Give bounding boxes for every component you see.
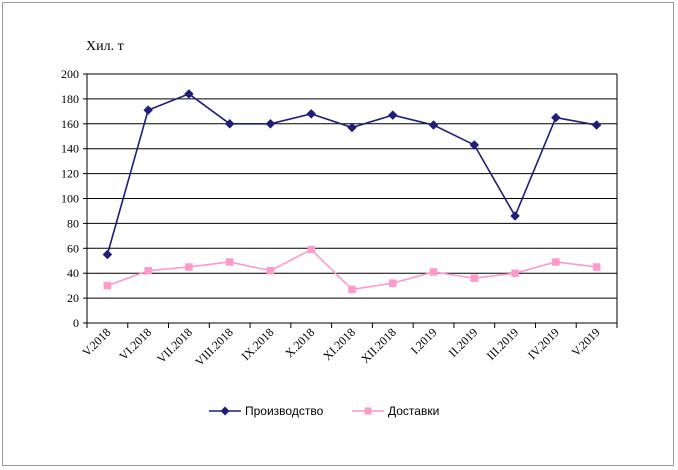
data-point bbox=[347, 122, 357, 133]
x-tick-label: IV.2019 bbox=[525, 325, 562, 362]
y-axis-title: Хил. т bbox=[86, 39, 124, 54]
y-tick-label: 200 bbox=[61, 67, 79, 81]
legend-label: Производство bbox=[245, 404, 324, 418]
data-point bbox=[591, 120, 602, 130]
data-point bbox=[592, 263, 601, 271]
data-point bbox=[184, 89, 194, 99]
series-line bbox=[106, 93, 597, 255]
data-point bbox=[389, 279, 397, 287]
x-tick-label: I.2019 bbox=[408, 325, 440, 357]
data-point bbox=[387, 110, 398, 120]
data-point bbox=[266, 266, 275, 275]
data-point bbox=[265, 118, 276, 129]
x-tick-label: VI.2018 bbox=[116, 325, 154, 363]
data-point bbox=[224, 118, 235, 129]
data-point bbox=[103, 281, 112, 290]
data-point bbox=[306, 108, 317, 119]
data-point bbox=[348, 285, 356, 294]
y-tick-label: 0 bbox=[73, 316, 79, 330]
data-point bbox=[429, 268, 438, 276]
data-point bbox=[511, 269, 519, 277]
data-point bbox=[428, 120, 439, 130]
data-point bbox=[144, 266, 152, 275]
legend-label: Доставки bbox=[388, 404, 439, 418]
series-line bbox=[107, 248, 597, 291]
data-point bbox=[552, 258, 560, 266]
x-tick-label: VII.2018 bbox=[154, 325, 195, 366]
y-tick-label: 40 bbox=[67, 266, 79, 280]
y-tick-label: 180 bbox=[61, 92, 79, 106]
y-tick-label: 120 bbox=[61, 167, 79, 181]
y-tick-labels: 0 20 40 60 80 100 120 140 160 180 200 bbox=[61, 67, 79, 330]
y-tick-label: 80 bbox=[67, 216, 79, 230]
legend-marker bbox=[364, 407, 372, 415]
y-tick-label: 140 bbox=[61, 142, 79, 156]
y-tick-label: 60 bbox=[67, 241, 79, 255]
x-tick-label: V.2019 bbox=[569, 325, 603, 359]
data-point bbox=[510, 211, 520, 221]
x-tick-label: III.2019 bbox=[484, 325, 521, 362]
x-tick-label: VIII.2018 bbox=[192, 325, 236, 369]
data-point bbox=[102, 249, 113, 260]
x-tick-label: X.2018 bbox=[282, 325, 317, 360]
data-point bbox=[550, 112, 561, 123]
data-point bbox=[143, 105, 154, 115]
data-point bbox=[470, 274, 479, 282]
legend: Производство Доставки bbox=[209, 404, 439, 418]
x-tick-label: V.2018 bbox=[79, 325, 113, 359]
y-tick-label: 20 bbox=[67, 291, 79, 305]
series-group bbox=[102, 89, 602, 294]
x-tick-label: IX.2018 bbox=[239, 325, 277, 363]
data-point bbox=[185, 263, 193, 271]
axes bbox=[83, 73, 618, 328]
x-tick-label: XI.2018 bbox=[320, 325, 358, 363]
x-tick-label: II.2019 bbox=[446, 325, 481, 360]
legend-marker bbox=[220, 406, 230, 416]
data-point bbox=[469, 140, 480, 150]
grid-lines bbox=[87, 73, 617, 299]
data-point bbox=[225, 258, 234, 266]
y-tick-label: 160 bbox=[61, 117, 79, 131]
data-point bbox=[307, 245, 315, 254]
y-tick-label: 100 bbox=[61, 192, 79, 206]
x-tick-label: XII.2018 bbox=[358, 325, 399, 366]
